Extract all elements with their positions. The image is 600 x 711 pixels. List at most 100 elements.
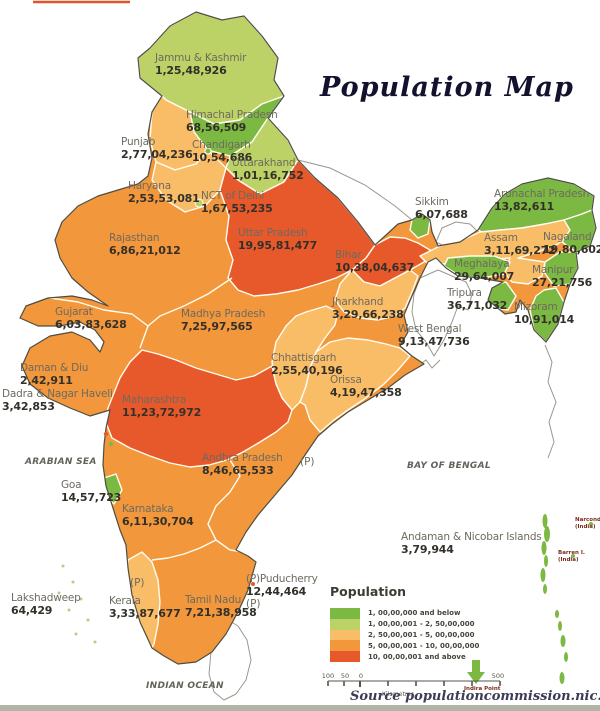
state-label: Uttarakhand 1,01,16,752 — [232, 157, 304, 182]
state-name: Meghalaya — [454, 258, 510, 270]
state-population-value: 3,42,853 — [2, 399, 55, 413]
state-label: Madhya Pradesh 7,25,97,565 — [181, 308, 265, 333]
state-name: Bihar — [335, 249, 362, 261]
scale-label-100: 100 — [322, 672, 334, 680]
state-label: Jammu & Kashmir 1,25,48,926 — [155, 52, 246, 77]
state-population-value: 6,03,83,628 — [55, 317, 127, 331]
legend-title: Population — [330, 584, 407, 599]
state-shape-uttar-pradesh — [219, 159, 376, 297]
state-name: Nagaland — [543, 231, 592, 243]
legend-color-swatch — [330, 608, 360, 619]
border-gujarat-rajasthan — [49, 297, 149, 349]
daman-diu-dot — [103, 431, 109, 437]
state-population-value: 6,86,21,012 — [109, 243, 181, 257]
state-label: Lakshadweep 64,429 — [11, 592, 81, 617]
state-name: (P)Puducherry — [246, 573, 318, 585]
legend-range-label: 2, 50,00,001 - 5, 00,00,000 — [368, 630, 475, 639]
state-population-value: 36,71,032 — [447, 298, 508, 312]
state-label: Arunachal Pradesh 13,82,611 — [494, 188, 589, 213]
state-label: Tamil Nadu 7,21,38,958 — [185, 594, 257, 619]
border-rajasthan-madhya-pradesh — [147, 277, 233, 327]
state-label: Haryana 2,53,53,081 — [128, 180, 200, 205]
state-name: Himachal Pradesh — [186, 109, 278, 121]
state-label: Himachal Pradesh 68,56,509 — [186, 109, 278, 134]
state-name: Arunachal Pradesh — [494, 188, 590, 200]
state-label: West Bengal 9,13,47,736 — [398, 323, 470, 348]
state-label: Rajasthan 6,86,21,012 — [109, 232, 181, 257]
state-population-value: 9,13,47,736 — [398, 334, 470, 348]
state-population-value: 19,80,602 — [543, 242, 600, 256]
legend-row: 10, 00,00,001 and above — [330, 651, 479, 662]
tiny-island-label: Narcondam (India) — [575, 517, 600, 530]
legend-row: 1, 00,00,001 - 2, 50,00,000 — [330, 618, 479, 630]
legend-range-label: 10, 00,00,001 and above — [368, 652, 466, 661]
state-name: Orissa — [330, 374, 362, 386]
state-name: Uttarakhand — [232, 157, 296, 169]
state-population-value: 2,77,04,236 — [121, 147, 193, 161]
state-name: Jammu & Kashmir — [155, 52, 247, 64]
state-name: Punjab — [121, 136, 156, 148]
water-body-label: INDIAN OCEAN — [146, 681, 224, 691]
state-label: Goa 14,57,723 — [61, 479, 121, 504]
state-name: Andaman & Nicobar Islands — [401, 531, 542, 543]
tiny-island-label: Indira Point — [464, 686, 501, 692]
border-karnataka-tamil-nadu — [151, 539, 217, 561]
state-label: NCT of Delhi 1,67,53,235 — [201, 190, 273, 215]
state-name: Andhra Pradesh — [202, 452, 283, 464]
state-population-value: 12,44,464 — [246, 584, 307, 598]
state-label: Maharashtra 11,23,72,972 — [122, 394, 201, 419]
state-name: Karnataka — [122, 503, 174, 515]
legend-color-swatch — [330, 651, 360, 662]
state-name: Madhya Pradesh — [181, 308, 266, 320]
page-title: Population Map — [320, 72, 574, 103]
state-name: Assam — [484, 232, 518, 244]
state-population-value: 7,21,38,958 — [185, 605, 257, 619]
barren-island-dot — [571, 554, 575, 558]
state-population-value: 7,25,97,565 — [181, 319, 253, 333]
state-population-value: 6,07,688 — [415, 207, 468, 221]
state-label: Jharkhand 3,29,66,238 — [332, 296, 404, 321]
state-label: Mizoram 10,91,014 — [514, 301, 574, 326]
legend-row: 5, 00,00,001 - 10, 00,00,000 — [330, 640, 480, 652]
state-name: Sikkim — [415, 196, 449, 208]
state-population-value: 68,56,509 — [186, 120, 247, 134]
state-name: Rajasthan — [109, 232, 160, 244]
andaman-nicobar-islands — [540, 514, 593, 684]
state-shape-meghalaya — [443, 255, 511, 279]
state-population-value: 1,25,48,926 — [155, 63, 227, 77]
legend-rows: 1, 00,00,000 and below 1, 00,00,001 - 2, … — [330, 608, 479, 662]
state-name: Chhattisgarh — [271, 352, 337, 364]
state-label: Punjab 2,77,04,236 — [121, 136, 193, 161]
state-shape-jharkhand — [334, 269, 419, 321]
legend-color-swatch — [330, 629, 360, 641]
state-label: Gujarat 6,03,83,628 — [55, 306, 127, 331]
state-population-value: 2,42,911 — [20, 373, 73, 387]
state-name: Kerala — [109, 595, 141, 607]
bottom-edge-strip — [0, 705, 600, 711]
state-population-value: 64,429 — [11, 603, 53, 617]
provisional-marker: (P) — [300, 456, 315, 468]
state-name: NCT of Delhi — [201, 190, 265, 202]
legend-range-label: 5, 00,00,001 - 10, 00,00,000 — [368, 641, 480, 650]
nepal-border-line — [297, 159, 413, 221]
provisional-marker: (P) — [246, 598, 261, 610]
state-name: Haryana — [128, 180, 171, 192]
state-population-value: 8,46,65,533 — [202, 463, 274, 477]
water-body-label: ARABIAN SEA — [25, 457, 97, 467]
state-population-value: 1,01,16,752 — [232, 168, 304, 182]
state-population-value: 3,11,69,272 — [484, 243, 556, 257]
state-name: Chandigarh — [192, 139, 251, 151]
indira-point-arrow — [467, 660, 485, 684]
state-population-value: 14,57,723 — [61, 490, 122, 504]
state-name: Mizoram — [514, 301, 558, 313]
state-label: Chhattisgarh 2,55,40,196 — [271, 352, 343, 377]
state-label: Manipur 27,21,756 — [532, 264, 592, 289]
state-population-value: 4,19,47,358 — [330, 385, 402, 399]
legend-row: 2, 50,00,001 - 5, 00,00,000 — [330, 629, 479, 641]
myanmar-coastline — [544, 344, 557, 459]
scale-label-50: 50 — [341, 672, 349, 680]
state-population-value: 11,23,72,972 — [122, 405, 202, 419]
state-label: Orissa 4,19,47,358 — [330, 374, 402, 399]
